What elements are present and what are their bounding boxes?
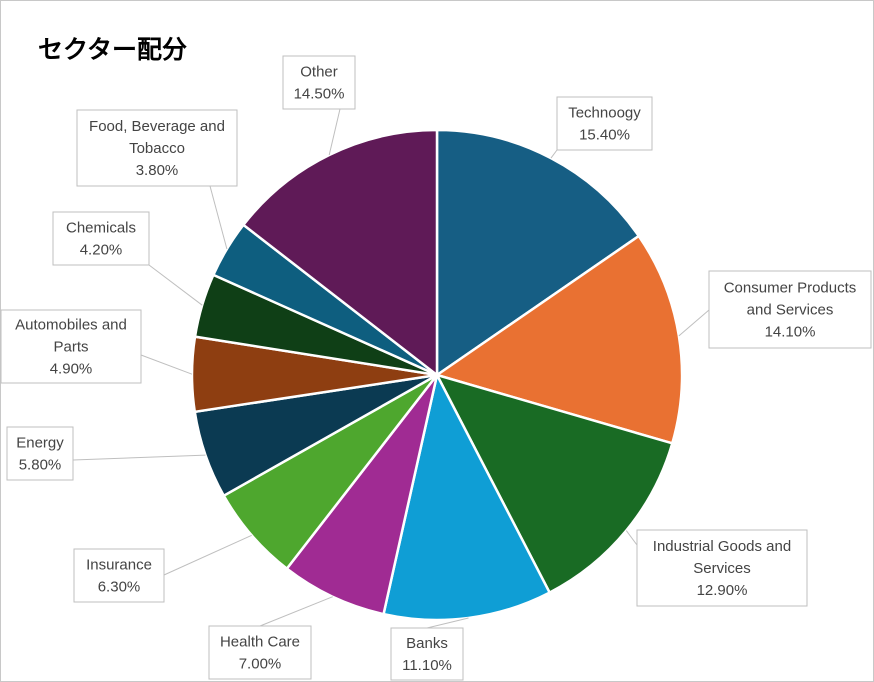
leader-line <box>209 185 228 250</box>
data-label: Energy 5.80% <box>16 435 64 474</box>
data-label-box <box>636 529 808 607</box>
leader-line <box>625 530 638 546</box>
data-label-category: Chemicals <box>66 220 136 237</box>
pie-slice <box>285 374 439 616</box>
data-label-category: and Services <box>747 302 834 319</box>
data-label-category: Health Care <box>220 634 300 651</box>
data-label-box <box>208 625 312 680</box>
data-label-value: 3.80% <box>136 162 179 179</box>
leader-line <box>426 617 469 629</box>
leader-line <box>148 264 203 306</box>
data-label-value: 4.20% <box>80 242 123 259</box>
data-label-box <box>0 309 142 384</box>
pie-slice <box>435 128 641 378</box>
data-label-category: Services <box>693 560 751 577</box>
data-label-box <box>6 426 74 481</box>
data-label-box <box>73 548 165 603</box>
data-label-value: 15.40% <box>579 127 630 144</box>
data-label: Health Care 7.00% <box>220 634 300 673</box>
data-label-value: 11.10% <box>402 657 452 674</box>
data-label: Other 14.50% <box>294 64 345 103</box>
leader-line <box>72 454 206 461</box>
data-label-box <box>390 627 464 681</box>
data-label-value: 6.30% <box>98 579 141 596</box>
data-label-category: Consumer Products <box>724 280 857 297</box>
data-label: Automobiles and Parts 4.90% <box>15 317 127 378</box>
chart-title: セクター配分 <box>38 35 188 64</box>
data-label-category: Other <box>300 64 338 81</box>
leader-line <box>259 596 333 627</box>
data-label-category: Industrial Goods and <box>653 538 791 555</box>
data-label-value: 14.10% <box>765 324 816 341</box>
data-label: Technoogy 15.40% <box>568 105 641 144</box>
leader-line <box>328 108 341 156</box>
data-label: Consumer Products and Services 14.10% <box>724 280 857 341</box>
leader-line <box>140 354 193 375</box>
data-label-category: Technoogy <box>568 105 641 122</box>
data-label-value: 12.90% <box>697 582 748 599</box>
data-label: Banks 11.10% <box>402 635 452 674</box>
data-label-box <box>76 109 238 187</box>
data-label-box <box>556 96 653 151</box>
data-label-category: Tobacco <box>129 140 185 157</box>
data-label: Chemicals 4.20% <box>66 220 136 259</box>
data-label-category: Parts <box>53 339 88 356</box>
data-label: Industrial Goods and Services 12.90% <box>653 538 791 599</box>
data-label-value: 4.90% <box>50 361 93 378</box>
leader-line <box>678 309 710 337</box>
data-label: Food, Beverage and Tobacco 3.80% <box>89 118 225 179</box>
data-label-value: 5.80% <box>19 457 62 474</box>
data-label: Insurance 6.30% <box>86 557 152 596</box>
data-label-box <box>708 270 872 349</box>
data-label-category: Food, Beverage and <box>89 118 225 135</box>
pie-slice <box>434 372 674 595</box>
leader-line <box>550 149 558 159</box>
leader-line <box>163 534 252 576</box>
data-label-box <box>282 55 356 110</box>
data-label-value: 14.50% <box>294 86 345 103</box>
data-label-category: Banks <box>406 635 448 652</box>
data-label-category: Automobiles and <box>15 317 127 334</box>
data-label-value: 7.00% <box>239 656 282 673</box>
data-label-box <box>52 211 150 266</box>
data-label-category: Energy <box>16 435 64 452</box>
data-label-category: Insurance <box>86 557 152 574</box>
